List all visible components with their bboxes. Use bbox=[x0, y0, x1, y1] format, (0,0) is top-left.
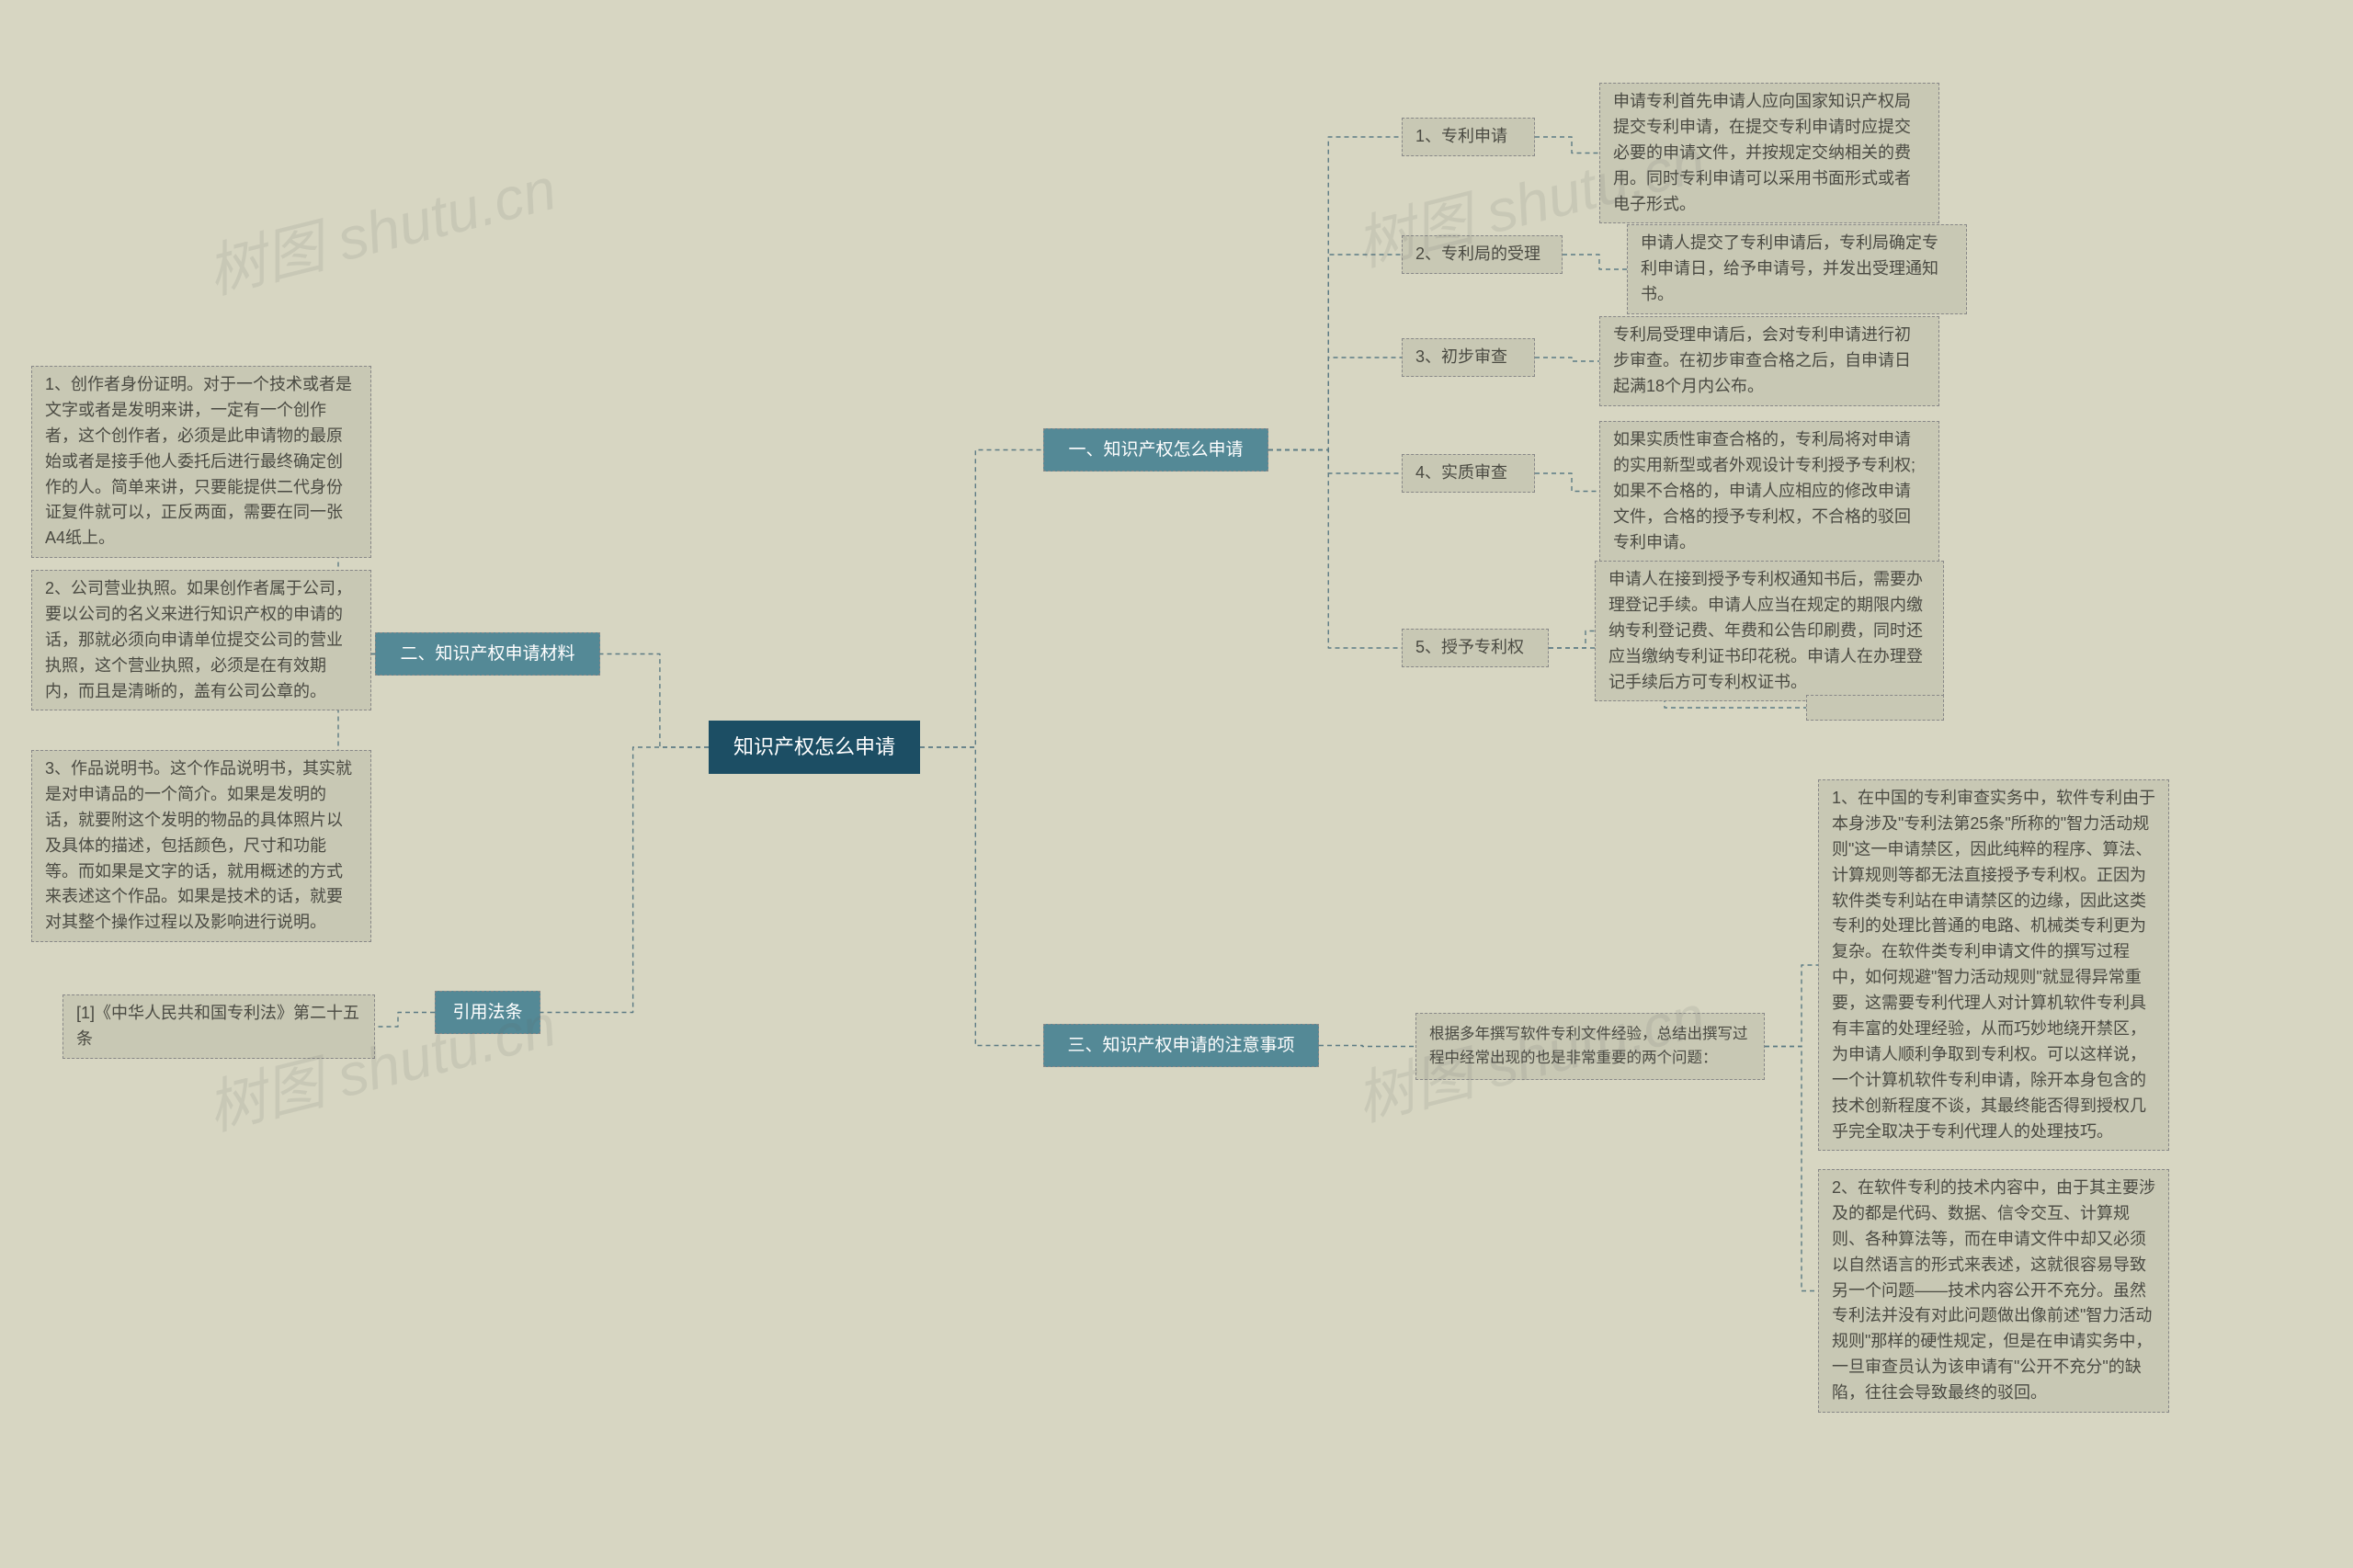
mindmap-node-B2[interactable]: 2、公司营业执照。如果创作者属于公司，要以公司的名义来进行知识产权的申请的话，那… bbox=[31, 570, 371, 710]
mindmap-node-A3d[interactable]: 专利局受理申请后，会对专利申请进行初步审查。在初步审查合格之后，自申请日起满18… bbox=[1599, 316, 1939, 406]
mindmap-node-C1[interactable]: 1、在中国的专利审查实务中，软件专利由于本身涉及"专利法第25条"所称的"智力活… bbox=[1818, 779, 2169, 1151]
mindmap-node-B1[interactable]: 1、创作者身份证明。对于一个技术或者是文字或者是发明来讲，一定有一个创作者，这个… bbox=[31, 366, 371, 558]
mindmap-node-mainA[interactable]: 一、知识产权怎么申请 bbox=[1043, 428, 1268, 472]
mindmap-node-A1d[interactable]: 申请专利首先申请人应向国家知识产权局提交专利申请，在提交专利申请时应提交必要的申… bbox=[1599, 83, 1939, 223]
mindmap-node-mainB[interactable]: 二、知识产权申请材料 bbox=[375, 632, 600, 676]
mindmap-node-Cmid[interactable]: 根据多年撰写软件专利文件经验，总结出撰写过程中经常出现的也是非常重要的两个问题： bbox=[1415, 1013, 1765, 1080]
mindmap-node-A1[interactable]: 1、专利申请 bbox=[1402, 118, 1535, 156]
mindmap-node-D1[interactable]: [1]《中华人民共和国专利法》第二十五条 bbox=[63, 994, 375, 1059]
mindmap-node-A5e[interactable] bbox=[1806, 695, 1944, 721]
mindmap-node-root[interactable]: 知识产权怎么申请 bbox=[709, 721, 920, 774]
mindmap-node-B3[interactable]: 3、作品说明书。这个作品说明书，其实就是对申请品的一个简介。如果是发明的话，就要… bbox=[31, 750, 371, 942]
mindmap-node-A2[interactable]: 2、专利局的受理 bbox=[1402, 235, 1563, 274]
mindmap-node-A4d[interactable]: 如果实质性审查合格的，专利局将对申请的实用新型或者外观设计专利授予专利权;如果不… bbox=[1599, 421, 1939, 562]
mindmap-node-A2d[interactable]: 申请人提交了专利申请后，专利局确定专利申请日，给予申请号，并发出受理通知书。 bbox=[1627, 224, 1967, 314]
mindmap-node-A4[interactable]: 4、实质审查 bbox=[1402, 454, 1535, 493]
mindmap-node-A5[interactable]: 5、授予专利权 bbox=[1402, 629, 1549, 667]
mindmap-node-A3[interactable]: 3、初步审查 bbox=[1402, 338, 1535, 377]
mindmap-canvas: 树图 shutu.cn树图 shutu.cn树图 shutu.cn树图 shut… bbox=[0, 0, 2353, 1568]
mindmap-node-mainD[interactable]: 引用法条 bbox=[435, 991, 540, 1034]
mindmap-node-mainC[interactable]: 三、知识产权申请的注意事项 bbox=[1043, 1024, 1319, 1067]
watermark: 树图 shutu.cn bbox=[198, 142, 563, 310]
mindmap-node-C2[interactable]: 2、在软件专利的技术内容中，由于其主要涉及的都是代码、数据、信令交互、计算规则、… bbox=[1818, 1169, 2169, 1413]
mindmap-node-A5d[interactable]: 申请人在接到授予专利权通知书后，需要办理登记手续。申请人应当在规定的期限内缴纳专… bbox=[1595, 561, 1944, 701]
